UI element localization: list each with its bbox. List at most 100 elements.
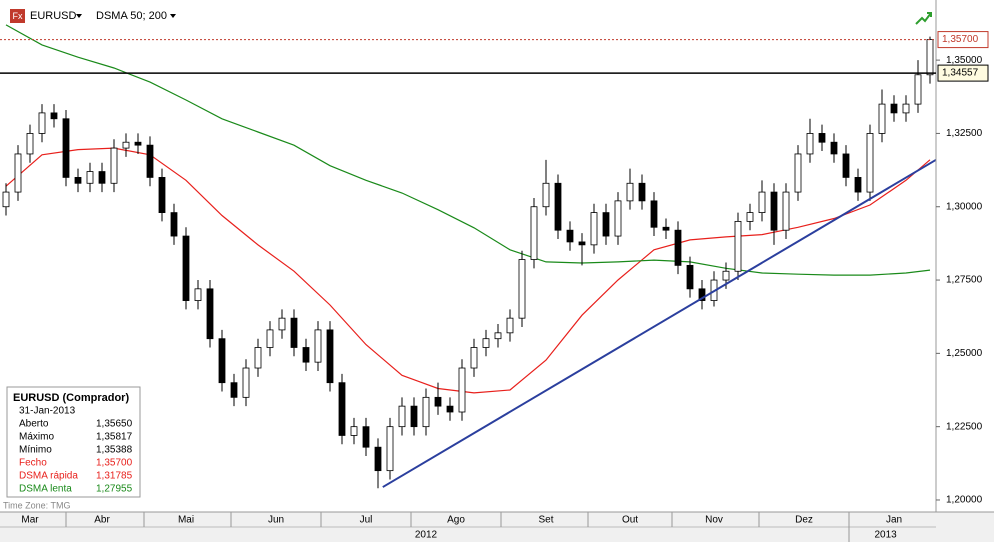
candle-body: [566, 229, 574, 243]
candle-body: [830, 141, 838, 155]
candle-body: [374, 446, 382, 472]
candle-body: [854, 177, 862, 193]
candle-body: [578, 241, 586, 246]
info-label: Fecho: [19, 458, 47, 469]
candle-body: [422, 396, 430, 428]
candle-body: [806, 133, 814, 155]
candle-body: [734, 220, 742, 272]
candle-body: [14, 153, 22, 193]
fx-icon[interactable]: [10, 9, 25, 23]
candle-body: [674, 229, 682, 266]
x-tick-label: Mai: [178, 515, 194, 526]
candle-body: [410, 405, 418, 428]
candle-body: [86, 171, 94, 184]
candle-body: [206, 288, 214, 340]
candle-body: [842, 153, 850, 178]
x-tick-label: Mar: [21, 515, 39, 526]
candle-body: [38, 112, 46, 134]
candle-body: [194, 288, 202, 301]
candle-body: [278, 317, 286, 331]
toolbar: Fx EURUSD DSMA 50; 200: [10, 9, 932, 25]
candle-body: [434, 396, 442, 407]
x-tick-label: Abr: [94, 515, 110, 526]
candle-body: [902, 103, 910, 114]
candle-body: [914, 74, 922, 105]
moving-average: [5, 24, 931, 276]
info-value: 1,27955: [96, 484, 133, 495]
candle-body: [794, 153, 802, 193]
info-value: 1,35650: [96, 419, 133, 430]
candle-body: [650, 200, 658, 228]
timezone-label: Time Zone: TMG: [3, 500, 71, 510]
symbol[interactable]: EURUSD: [30, 10, 77, 22]
x-tick-label: Dez: [795, 515, 813, 526]
candle-body: [662, 226, 670, 231]
candle-body: [338, 382, 346, 436]
candle-body: [62, 118, 70, 178]
candle-body: [230, 382, 238, 398]
candle-body: [182, 235, 190, 301]
candle-body: [614, 200, 622, 237]
candle-body: [506, 317, 514, 334]
candle-body: [758, 191, 766, 214]
info-date: 31-Jan-2013: [19, 406, 76, 417]
info-value: 1,35700: [96, 458, 133, 469]
x-tick-label: Out: [622, 515, 638, 526]
info-value: 1,35388: [96, 445, 133, 456]
dropdown-arrow[interactable]: [170, 14, 176, 18]
info-title: EURUSD (Comprador): [13, 392, 129, 404]
level-label: 1,34557: [942, 68, 979, 79]
info-value: 1,35817: [96, 432, 133, 443]
indicator[interactable]: DSMA 50; 200: [96, 10, 167, 22]
candle-body: [326, 329, 334, 384]
candle-body: [494, 332, 502, 340]
candle-body: [254, 347, 262, 369]
info-label: Aberto: [19, 419, 49, 430]
candle-body: [722, 270, 730, 281]
candle-body: [122, 141, 130, 149]
y-tick-label: 1,30000: [946, 201, 983, 212]
candle-body: [26, 133, 34, 155]
candle-body: [170, 212, 178, 237]
info-value: 1,31785: [96, 471, 133, 482]
y-tick-label: 1,32500: [946, 128, 983, 139]
candle-body: [362, 426, 370, 448]
candle-body: [590, 212, 598, 246]
candle-body: [698, 288, 706, 301]
candle-body: [266, 329, 274, 348]
x-tick-label: Nov: [705, 515, 723, 526]
info-label: Mínimo: [19, 445, 52, 456]
x-tick-label: Jul: [360, 515, 373, 526]
trend-icon[interactable]: [915, 12, 932, 25]
candle-body: [470, 347, 478, 369]
candle-body: [158, 177, 166, 214]
year-label: 2013: [874, 530, 897, 541]
candle-body: [818, 133, 826, 143]
candle-body: [878, 103, 886, 134]
candle-body: [686, 264, 694, 290]
candle-body: [386, 426, 394, 472]
candle-body: [746, 212, 754, 222]
level-label-box: [937, 31, 989, 49]
info-label: DSMA lenta: [19, 484, 72, 495]
candle-body: [530, 206, 538, 260]
x-tick-label: Ago: [447, 515, 465, 526]
candle-body: [458, 367, 466, 413]
candle-body: [482, 338, 490, 348]
x-tick-label: Jun: [268, 515, 284, 526]
candle-body: [242, 367, 250, 398]
x-tick-label: Set: [538, 515, 553, 526]
candle-body: [638, 182, 646, 202]
candle-body: [602, 212, 610, 237]
candle-body: [218, 338, 226, 384]
year-label: 2012: [415, 530, 438, 541]
candle-body: [890, 103, 898, 114]
y-tick-label: 1,27500: [946, 275, 983, 286]
candle-body: [2, 191, 10, 208]
candle-body: [110, 147, 118, 184]
info-panel: EURUSD (Comprador) 31-Jan-2013 Aberto 1,3…: [6, 386, 141, 498]
fx-icon-text: Fx: [13, 11, 23, 21]
dropdown-arrow[interactable]: [76, 14, 82, 18]
candle-body: [446, 405, 454, 413]
y-tick-label: 1,22500: [946, 421, 983, 432]
